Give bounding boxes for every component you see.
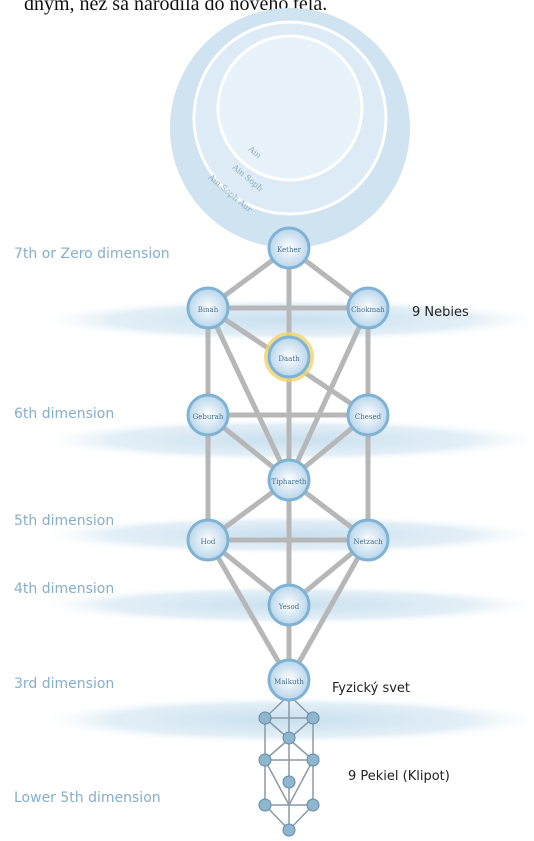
sephira-label: Binah [198,306,219,314]
sephira-label: Daath [278,355,300,363]
sephira-label: Netzach [353,538,383,546]
dimension-label: 7th or Zero dimension [14,246,170,262]
sephira-label: Yesod [278,603,300,611]
sephira-label: Geburah [193,413,224,421]
sephira-label: Chesed [355,413,382,421]
sephira-label: Tiphareth [272,478,307,486]
diagram: dným, než sa narodila do nového tela. Ai… [0,0,534,841]
dimension-label: 3rd dimension [14,676,114,692]
sephira-label: Chokmah [351,306,385,314]
side-label: Fyzický svet [332,681,410,696]
dimension-label: Lower 5th dimension [14,790,161,806]
sephira-label: Kether [277,246,302,254]
dimension-label: 4th dimension [14,581,114,597]
veils: Ain Ain Soph Ain Soph Aur [170,8,410,248]
sephira-label: Malkuth [274,678,304,686]
side-label: 9 Nebies [412,305,469,320]
side-label: 9 Pekiel (Klipot) [348,769,450,784]
dimension-label: 5th dimension [14,513,114,529]
dimension-label: 6th dimension [14,406,114,422]
sephira-label: Hod [201,538,216,546]
